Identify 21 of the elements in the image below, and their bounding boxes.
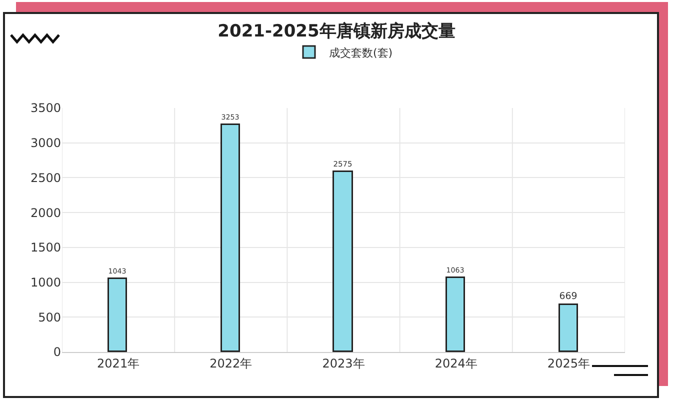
bar xyxy=(558,304,578,352)
y-tick-label: 2500 xyxy=(30,170,61,185)
bar xyxy=(220,124,240,352)
bar xyxy=(446,276,465,352)
legend-label: 成交套数(套) xyxy=(329,46,393,60)
x-tick-label: 2023年 xyxy=(322,356,365,370)
y-tick-label: 2000 xyxy=(30,206,61,220)
y-tick-label: 500 xyxy=(38,310,61,324)
bar xyxy=(332,170,353,352)
y-tick-label: 0 xyxy=(53,345,61,360)
y-tick-label: 1000 xyxy=(30,275,61,290)
x-tick-label: 2022年 xyxy=(210,356,252,370)
y-tick-label: 1500 xyxy=(30,240,61,255)
y-tick-label: 3500 xyxy=(30,101,61,116)
x-tick-label: 2024年 xyxy=(434,356,478,370)
y-tick-label: 3000 xyxy=(30,136,61,150)
chart-title: 2021-2025年唐镇新房成交量 xyxy=(218,22,456,42)
x-tick-label: 2025年 xyxy=(547,356,590,370)
x-tick-label: 2021年 xyxy=(97,356,140,370)
data-label: 669 xyxy=(559,290,578,302)
bar xyxy=(108,278,127,352)
